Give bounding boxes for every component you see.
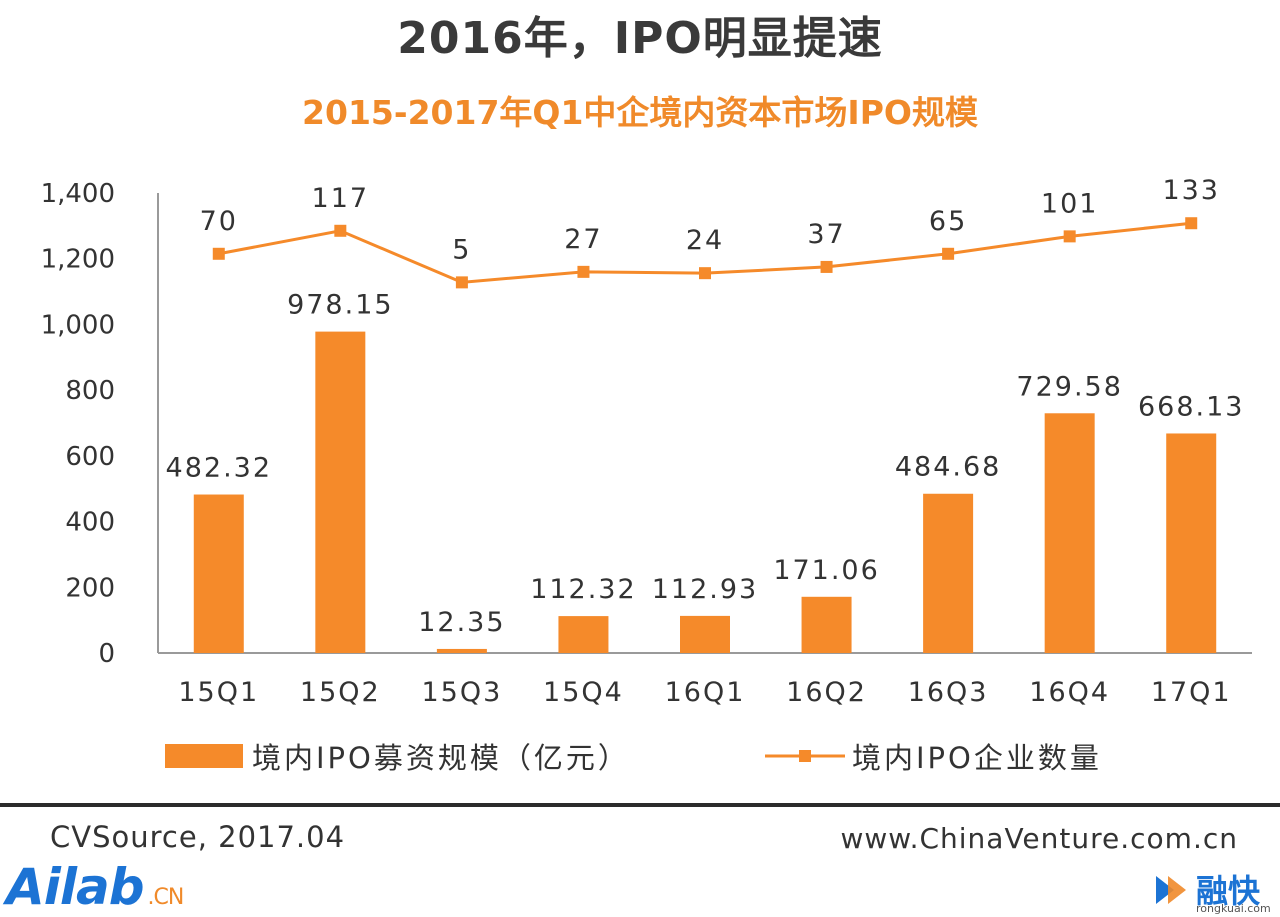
bar-value-label: 668.13	[1138, 391, 1244, 422]
ailab-logo: Ailab .CN	[6, 858, 185, 916]
source-website: www.ChinaVenture.com.cn	[840, 822, 1238, 855]
legend-bar-label: 境内IPO募资规模（亿元）	[252, 741, 630, 775]
count-value-label: 27	[564, 224, 602, 255]
count-point	[1063, 230, 1076, 243]
count-value-label: 5	[452, 234, 471, 265]
bar	[315, 331, 366, 653]
count-value-label: 37	[807, 219, 845, 250]
count-value-label: 24	[686, 225, 724, 256]
bar-value-label: 729.58	[1016, 371, 1122, 402]
y-tick-label: 1,000	[41, 310, 115, 340]
count-point	[334, 224, 347, 237]
y-tick-label: 200	[65, 573, 115, 603]
legend-line-marker	[799, 750, 811, 762]
x-tick-label: 16Q2	[786, 677, 867, 708]
ailab-logo-text: Ailab	[6, 858, 145, 916]
count-point	[455, 276, 468, 289]
legend-bar-swatch	[165, 744, 243, 768]
chart-axes: 0 200 400 600 800 1,000 1,200 1,400 15Q1 15Q2 15Q3…	[41, 179, 1252, 708]
bar	[680, 615, 730, 653]
count-value-label: 133	[1162, 175, 1220, 206]
y-tick-label: 600	[65, 442, 115, 472]
data-labels: 482.32 978.15 12.35 112.32 112.93 171.06 484.6…	[166, 175, 1244, 638]
bar-value-label: 482.32	[166, 453, 272, 484]
count-value-label: 101	[1041, 188, 1099, 219]
rongkuai-url: rongkuai.com	[1196, 902, 1271, 915]
x-tick-label: 16Q3	[908, 677, 989, 708]
count-point	[699, 267, 711, 280]
rongkuai-name: 融快	[1196, 872, 1261, 910]
x-tick-label: 17Q1	[1151, 677, 1232, 708]
bar	[801, 596, 852, 653]
legend-line-label: 境内IPO企业数量	[852, 741, 1102, 775]
count-value-label: 117	[312, 183, 370, 214]
bar-value-label: 484.68	[895, 452, 1001, 483]
footer-divider	[0, 803, 1280, 807]
rongkuai-mark-icon	[1156, 876, 1186, 904]
count-point	[577, 265, 590, 278]
count-point	[1185, 217, 1198, 230]
x-tick-label: 15Q1	[178, 677, 259, 708]
y-tick-label: 0	[98, 639, 115, 669]
count-point	[212, 247, 225, 260]
bar	[193, 494, 244, 653]
bar	[923, 493, 974, 653]
y-tick-label: 400	[65, 508, 115, 538]
count-point	[942, 247, 955, 260]
chart-title: 2015-2017年Q1中企境内资本市场IPO规模	[302, 93, 978, 132]
x-tick-label: 16Q1	[665, 677, 746, 708]
line-series	[212, 217, 1198, 289]
ailab-logo-suffix: .CN	[147, 885, 185, 910]
bar-value-label: 12.35	[418, 607, 505, 638]
count-value-label: 70	[200, 206, 238, 237]
page-headline: 2016年，IPO明显提速	[397, 13, 883, 64]
x-tick-label: 15Q2	[300, 677, 381, 708]
rongkuai-logo: 融快 rongkuai.com	[1154, 866, 1274, 916]
bar-series	[193, 331, 1217, 653]
bar	[1166, 433, 1217, 653]
bar-value-label: 112.93	[652, 574, 758, 605]
y-tick-label: 1,400	[41, 179, 115, 209]
x-tick-label: 15Q3	[421, 677, 502, 708]
x-tick-label: 16Q4	[1029, 677, 1110, 708]
bar	[436, 648, 487, 653]
bar-value-label: 171.06	[773, 555, 879, 586]
y-tick-label: 1,200	[41, 245, 115, 275]
ipo-chart: 0 200 400 600 800 1,000 1,200 1,400 15Q1 15Q2 15Q3…	[41, 175, 1252, 775]
bar	[1044, 413, 1095, 653]
bar-value-label: 112.32	[530, 574, 636, 605]
bar-value-label: 978.15	[287, 290, 393, 321]
bar	[558, 616, 609, 653]
count-value-label: 65	[929, 206, 967, 237]
count-point	[820, 260, 833, 273]
source-note: CVSource, 2017.04	[50, 820, 346, 854]
chart-legend: 境内IPO募资规模（亿元） 境内IPO企业数量	[165, 741, 1102, 775]
y-tick-label: 800	[65, 376, 115, 406]
x-tick-label: 15Q4	[543, 677, 624, 708]
